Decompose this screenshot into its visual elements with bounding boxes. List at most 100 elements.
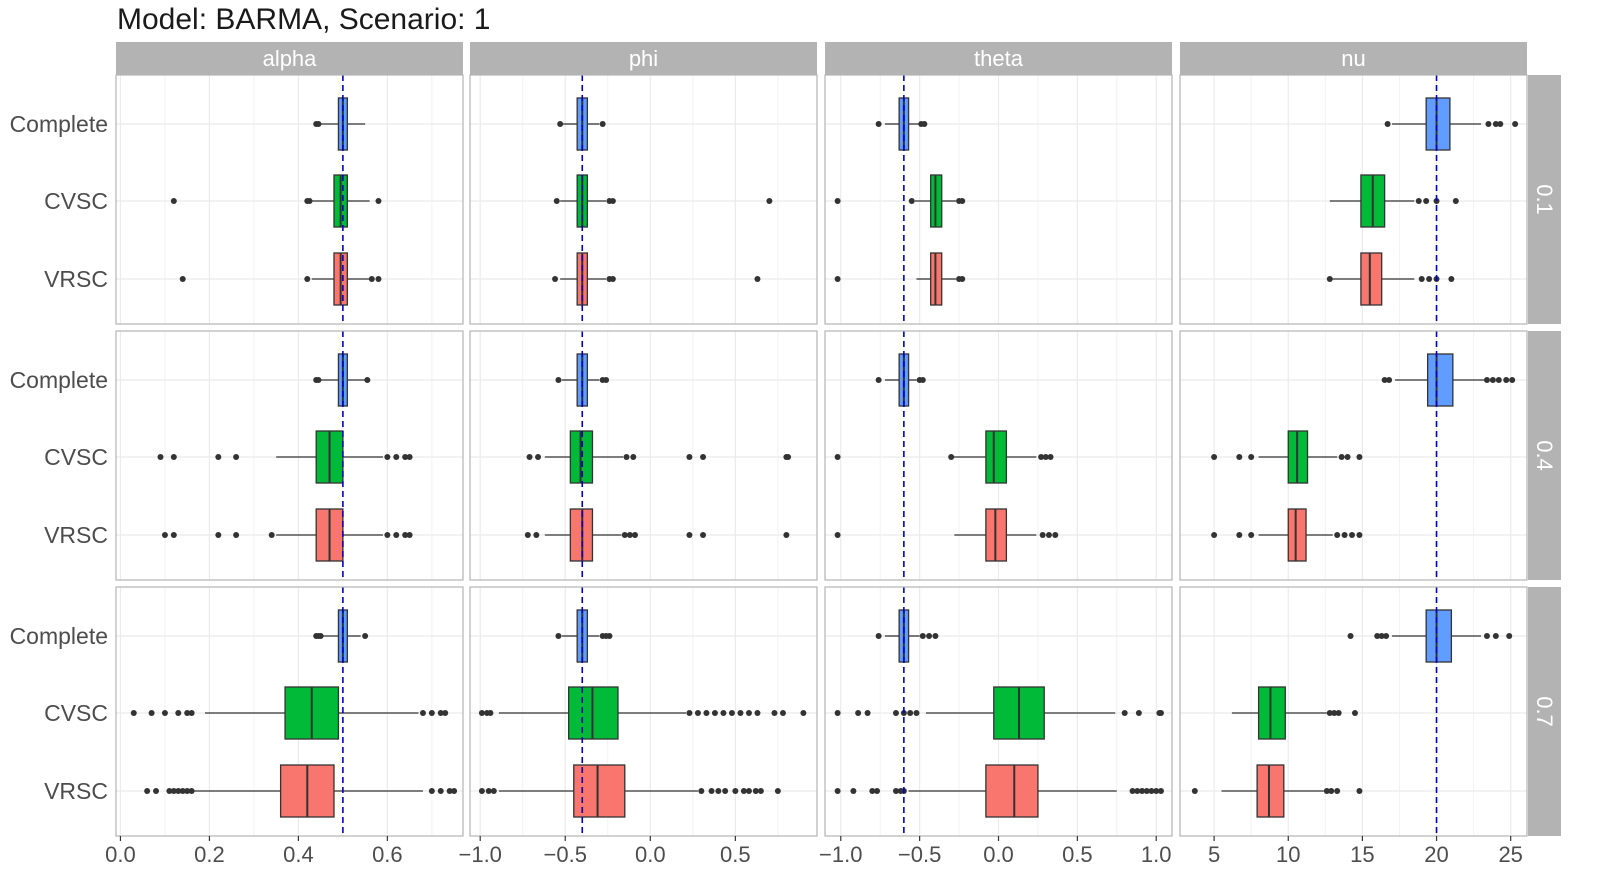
outlier-point [745, 710, 752, 716]
outlier-point [834, 198, 841, 204]
outlier-point [959, 276, 966, 282]
outlier-point [708, 788, 715, 794]
outlier-point [437, 710, 444, 716]
x-tick-label: 15 [1350, 842, 1374, 867]
outlier-point [1045, 532, 1052, 538]
outlier-point [215, 454, 222, 460]
outlier-point [161, 710, 168, 716]
panel-background [470, 587, 817, 836]
outlier-point [869, 788, 876, 794]
outlier-point [834, 532, 841, 538]
outlier-point [179, 276, 186, 282]
outlier-point [1341, 532, 1348, 538]
y-tick-label-complete: Complete [10, 623, 108, 649]
outlier-point [722, 788, 729, 794]
outlier-point [834, 454, 841, 460]
outlier-point [170, 454, 177, 460]
panel-border [824, 330, 1173, 581]
box-complete [1425, 609, 1453, 663]
facet-strip-row-0.7 [1528, 587, 1561, 836]
outlier-point [1326, 710, 1333, 716]
outlier-point [630, 454, 637, 460]
x-tick-label: 0.6 [372, 842, 403, 867]
panel-border [469, 586, 818, 837]
y-tick-label-vrsc: VRSC [44, 266, 108, 292]
outlier-point [623, 454, 630, 460]
outlier-point [485, 788, 492, 794]
outlier-point [175, 710, 182, 716]
y-tick-label-complete: Complete [10, 367, 108, 393]
outlier-point [317, 633, 324, 639]
outlier-point [384, 454, 391, 460]
outlier-point [188, 710, 195, 716]
outlier-point [170, 532, 177, 538]
x-tick-label: 0.0 [105, 842, 136, 867]
outlier-point [703, 710, 710, 716]
outlier-point [1191, 788, 1198, 794]
outlier-point [1135, 710, 1142, 716]
outlier-point [1347, 633, 1354, 639]
outlier-point [1374, 633, 1381, 639]
outlier-point [1495, 377, 1502, 383]
panel-background [116, 75, 463, 324]
outlier-point [478, 788, 485, 794]
panel-border [824, 74, 1173, 325]
outlier-point [1052, 532, 1059, 538]
outlier-point [393, 454, 400, 460]
facet-strip-label-alpha: alpha [263, 46, 318, 71]
outlier-point [1426, 276, 1433, 282]
outlier-point [315, 121, 322, 127]
facet-strip-label-phi: phi [629, 46, 658, 71]
outlier-point [1326, 276, 1333, 282]
outlier-point [892, 788, 899, 794]
x-tick-label: 10 [1276, 842, 1300, 867]
box-vrsc [1287, 508, 1307, 562]
y-tick-label-vrsc: VRSC [44, 522, 108, 548]
outlier-point [1211, 532, 1218, 538]
outlier-point [1384, 121, 1391, 127]
facet-strip-row-0.1 [1528, 75, 1561, 324]
outlier-point [1157, 788, 1164, 794]
outlier-point [1386, 377, 1393, 383]
box-vrsc [1360, 252, 1383, 306]
outlier-point [609, 276, 616, 282]
outlier-point [1148, 788, 1155, 794]
outlier-point [785, 454, 792, 460]
box-vrsc [1256, 764, 1285, 818]
outlier-point [631, 532, 638, 538]
box-vrsc [985, 764, 1039, 818]
outlier-point [907, 710, 914, 716]
outlier-point [834, 276, 841, 282]
facet-strip-label-theta: theta [974, 46, 1024, 71]
outlier-point [771, 710, 778, 716]
facet-strip-phi [470, 42, 817, 75]
outlier-point [686, 532, 693, 538]
outlier-point [1418, 276, 1425, 282]
outlier-point [737, 710, 744, 716]
facet-strip-theta [825, 42, 1172, 75]
x-tick-label: −0.5 [544, 842, 587, 867]
chart-title: Model: BARMA, Scenario: 1 [117, 3, 491, 36]
outlier-point [428, 788, 435, 794]
outlier-point [752, 788, 759, 794]
outlier-point [233, 532, 240, 538]
outlier-point [1039, 532, 1046, 538]
outlier-point [855, 710, 862, 716]
panel-border [469, 330, 818, 581]
outlier-point [157, 454, 164, 460]
outlier-point [428, 710, 435, 716]
outlier-point [451, 788, 458, 794]
outlier-point [442, 710, 449, 716]
outlier-point [1344, 454, 1351, 460]
outlier-point [1492, 633, 1499, 639]
outlier-point [161, 532, 168, 538]
panel-background [470, 75, 817, 324]
panel-border [115, 330, 464, 581]
outlier-point [603, 377, 610, 383]
facet-strip-nu [1180, 42, 1527, 75]
x-tick-label: 0.0 [983, 842, 1014, 867]
outlier-point [850, 788, 857, 794]
outlier-point [153, 788, 160, 794]
outlier-point [179, 788, 186, 794]
